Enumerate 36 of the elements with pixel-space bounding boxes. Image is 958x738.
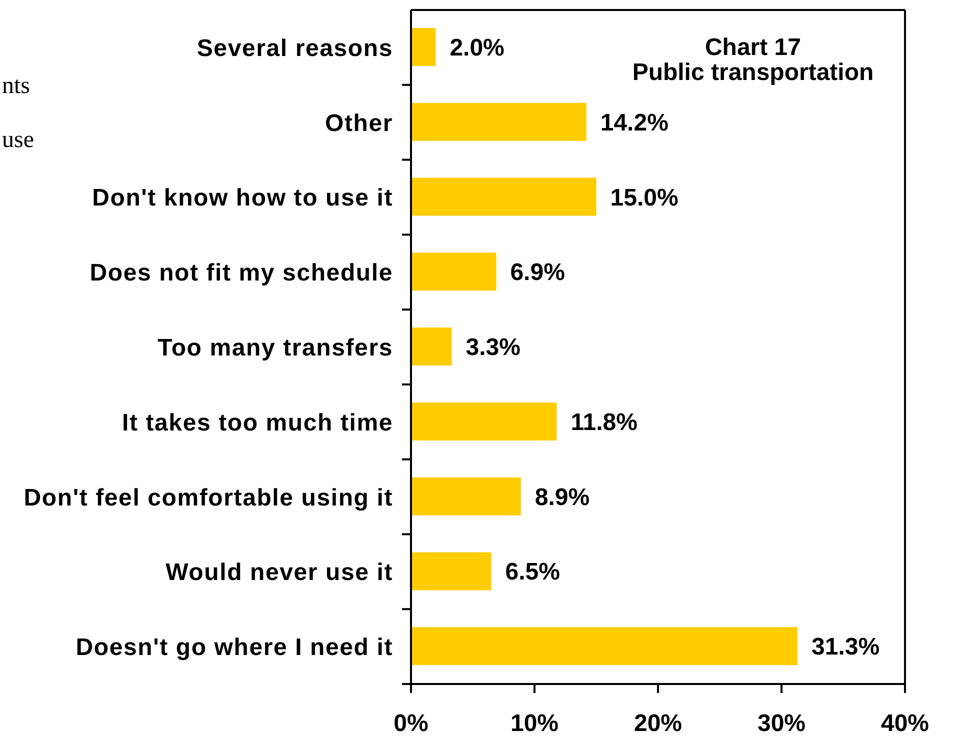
bar	[411, 102, 586, 141]
data-label: 15.0%	[610, 184, 678, 212]
text: Chart 17	[704, 34, 802, 61]
y-tick-label: Would never use it	[166, 559, 393, 586]
y-tick-label: Don't feel comfortable using it	[24, 484, 393, 512]
bar	[411, 402, 557, 440]
data-label: 6.9%	[510, 259, 565, 286]
x-tick-label: 30%	[757, 710, 806, 738]
bar	[411, 178, 596, 216]
y-tick-label: It takes too much time	[122, 409, 393, 436]
bar	[411, 328, 452, 366]
x-tick-label: 10%	[510, 710, 559, 738]
bar	[411, 627, 798, 666]
y-tick-label: Too many transfers	[158, 334, 393, 362]
bar	[411, 28, 436, 66]
text: nts	[2, 73, 30, 99]
y-tick-label: Don't know how to use it	[92, 184, 393, 212]
x-tick-label: 20%	[634, 710, 682, 738]
data-label: 6.5%	[505, 558, 560, 586]
bar	[411, 552, 492, 590]
bar	[411, 252, 496, 291]
y-tick-label: Other	[324, 110, 393, 137]
bar	[411, 477, 521, 516]
data-label: 2.0%	[450, 34, 504, 62]
text: Public transportation	[632, 59, 874, 86]
data-label: 8.9%	[534, 484, 590, 511]
x-tick-label: 40%	[880, 710, 930, 738]
y-tick-label: Doesn't go where I need it	[76, 634, 393, 662]
data-label: 31.3%	[812, 634, 880, 661]
y-tick-label: Does not fit my schedule	[90, 260, 393, 287]
x-tick-label: 0%	[394, 710, 428, 738]
data-label: 14.2%	[600, 109, 668, 136]
text: use	[2, 127, 34, 153]
y-tick-label: Several reasons	[196, 34, 393, 62]
data-label: 11.8%	[570, 408, 638, 436]
data-label: 3.3%	[466, 334, 520, 362]
